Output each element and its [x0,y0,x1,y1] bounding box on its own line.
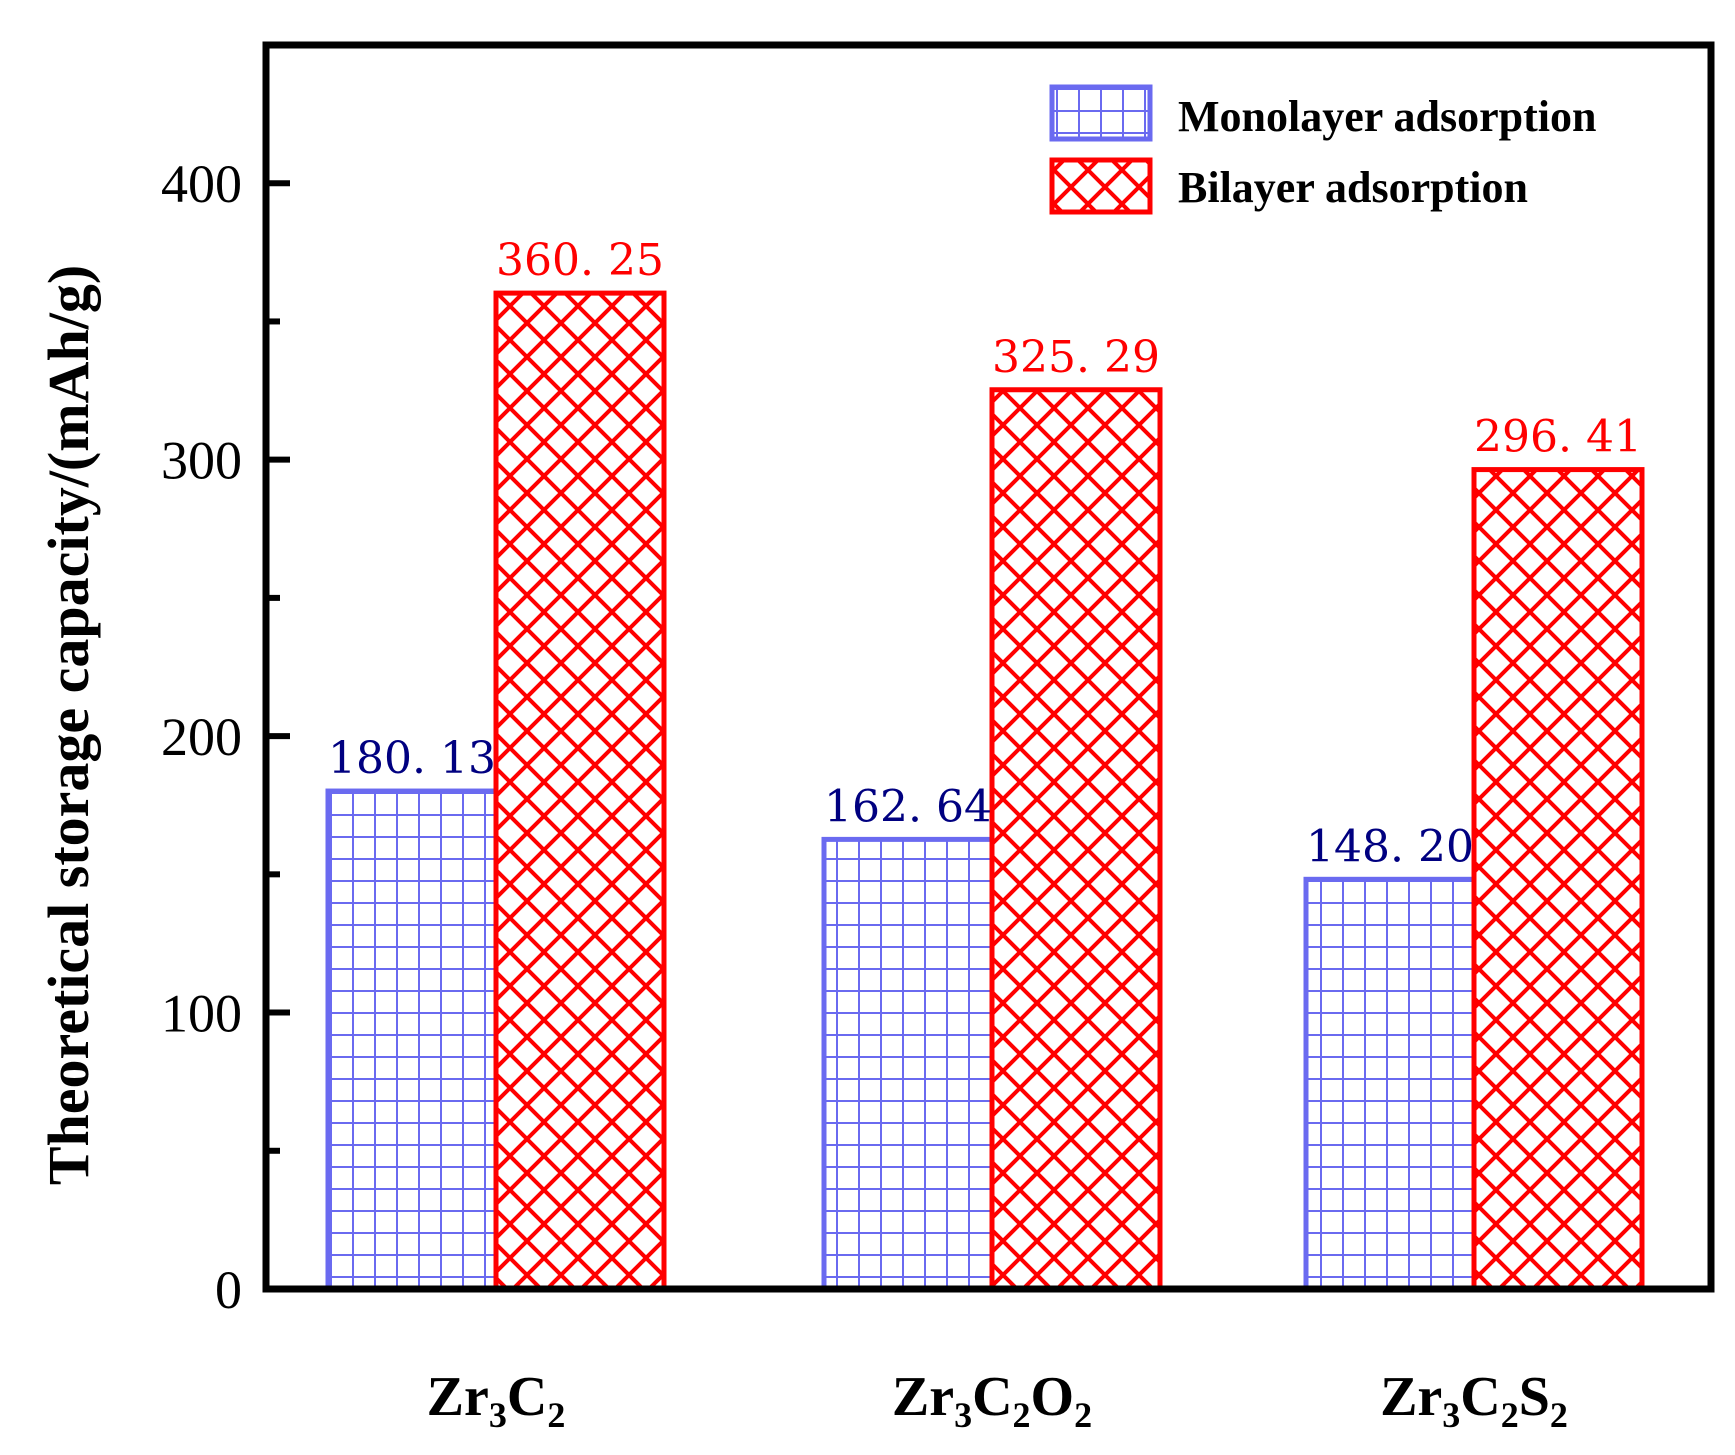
y-tick-label: 200 [161,707,242,767]
plot-frame [262,41,1715,1293]
y-tick-label: 0 [215,1260,242,1320]
bar-monolayer [1303,876,1477,1292]
y-axis-title: Theoretical storage capacity/(mAh/g) [36,265,101,1185]
bars [325,290,1645,1292]
legend-swatch-bilayer [1049,157,1153,215]
bar-bilayer [1471,467,1645,1292]
data-label: 296. 41 [1474,412,1642,463]
legend: Monolayer adsorption Bilayer adsorption [1049,84,1596,215]
legend-swatch-monolayer [1049,84,1153,142]
data-label: 360. 25 [496,235,664,286]
bar-monolayer [325,788,499,1292]
y-tick-label: 100 [161,984,242,1044]
legend-label-bilayer: Bilayer adsorption [1178,163,1528,212]
category-label: Zr3C2S2 [1380,1366,1568,1435]
x-axis-categories: Zr3C2 Zr3C2O2 Zr3C2S2 [427,1366,1568,1435]
bar-bilayer [493,290,667,1292]
y-axis-ticks: 0 100 200 300 400 [161,154,290,1320]
data-labels: 180. 13 162. 64 148. 20 360. 25 325. 29 296. … [328,235,1642,872]
y-tick-label: 400 [161,154,242,214]
category-label: Zr3C2 [427,1366,566,1435]
data-label: 162. 64 [824,781,992,832]
category-label: Zr3C2O2 [892,1366,1092,1435]
bar-bilayer [989,387,1163,1292]
bar-monolayer [821,836,995,1292]
data-label: 180. 13 [328,733,496,784]
data-label: 148. 20 [1306,821,1474,872]
legend-label-monolayer: Monolayer adsorption [1178,92,1596,141]
y-tick-label: 300 [161,431,242,491]
data-label: 325. 29 [992,332,1160,383]
